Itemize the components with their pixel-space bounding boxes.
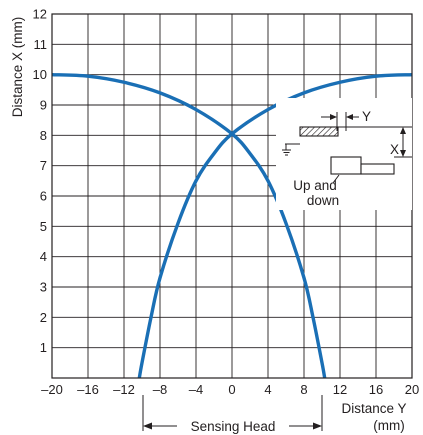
y-tick-label: 1 bbox=[40, 340, 47, 355]
y-tick-label: 5 bbox=[40, 219, 47, 234]
x-tick-label: 8 bbox=[300, 382, 307, 397]
y-tick-label: 9 bbox=[40, 98, 47, 113]
y-tick-label: 10 bbox=[33, 67, 47, 82]
x-tick-label: 4 bbox=[264, 382, 271, 397]
y-tick-label: 4 bbox=[40, 249, 47, 264]
x-tick-label: 0 bbox=[228, 382, 235, 397]
curve-series-2 bbox=[137, 72, 413, 379]
x-tick-label: 20 bbox=[405, 382, 419, 397]
y-tick-label: 12 bbox=[33, 7, 47, 22]
arrow-right-icon bbox=[313, 422, 322, 430]
x-tick-label: –20 bbox=[41, 382, 63, 397]
y-tick-label: 7 bbox=[40, 158, 47, 173]
curve-series-1 bbox=[51, 72, 327, 379]
arrow-up-icon bbox=[400, 127, 406, 134]
y-tick-label: 2 bbox=[40, 310, 47, 325]
sensing-head-annotation: Sensing Head bbox=[142, 395, 323, 434]
x-tick-labels: –20 –16 –12 –8 –4 0 4 8 12 16 20 bbox=[41, 382, 419, 397]
inset-y-label: Y bbox=[362, 109, 371, 124]
x-tick-label: –16 bbox=[77, 382, 99, 397]
x-tick-label: –4 bbox=[189, 382, 203, 397]
inset-background bbox=[276, 98, 412, 210]
arrow-left-icon bbox=[346, 114, 353, 120]
inset-motion-label-1: Up and bbox=[293, 178, 337, 193]
inset-motion-label-2: down bbox=[307, 193, 339, 208]
arrow-right-icon bbox=[330, 114, 337, 120]
inset-x-label: X bbox=[390, 142, 399, 157]
y-tick-label: 6 bbox=[40, 189, 47, 204]
x-tick-label: 16 bbox=[369, 382, 383, 397]
y-tick-label: 8 bbox=[40, 128, 47, 143]
arrow-down-icon bbox=[400, 150, 406, 157]
x-tick-label: 12 bbox=[333, 382, 347, 397]
motion-leader bbox=[332, 174, 340, 184]
x-dimension: X bbox=[390, 127, 406, 157]
y-tick-label: 3 bbox=[40, 280, 47, 295]
ground-icon bbox=[282, 143, 300, 156]
curves bbox=[51, 72, 413, 379]
x-axis-label: Distance Y bbox=[341, 401, 406, 416]
x-axis-unit: (mm) bbox=[373, 418, 404, 433]
y-tick-label: 11 bbox=[34, 37, 48, 52]
sensing-head-cable bbox=[360, 163, 395, 175]
y-axis-label: Distance X (mm) bbox=[10, 17, 25, 118]
arrow-left-icon bbox=[143, 422, 152, 430]
target-plate bbox=[299, 126, 339, 137]
x-tick-label: –12 bbox=[113, 382, 135, 397]
sensing-head-body bbox=[330, 156, 362, 175]
sensing-head-label: Sensing Head bbox=[191, 419, 276, 434]
inset-diagram: Y X Up and down bbox=[276, 98, 412, 210]
x-tick-label: –8 bbox=[153, 382, 167, 397]
